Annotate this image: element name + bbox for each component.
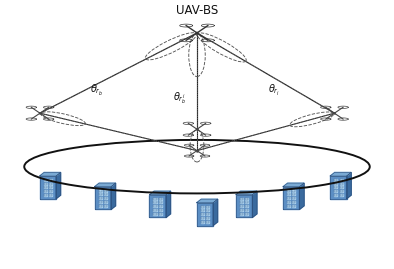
Polygon shape	[292, 197, 296, 199]
Polygon shape	[201, 217, 204, 219]
Polygon shape	[154, 213, 156, 215]
Polygon shape	[95, 183, 115, 187]
Polygon shape	[240, 209, 243, 211]
Polygon shape	[56, 172, 61, 199]
Polygon shape	[49, 186, 52, 189]
Polygon shape	[340, 179, 343, 181]
Polygon shape	[98, 189, 102, 192]
Polygon shape	[292, 201, 296, 203]
Polygon shape	[201, 206, 204, 208]
Polygon shape	[98, 201, 102, 203]
Polygon shape	[340, 190, 343, 192]
Polygon shape	[340, 194, 343, 196]
Polygon shape	[39, 176, 56, 199]
Polygon shape	[201, 209, 204, 211]
Polygon shape	[206, 213, 209, 215]
Polygon shape	[159, 197, 162, 200]
Polygon shape	[292, 193, 296, 195]
Polygon shape	[245, 213, 248, 215]
Polygon shape	[236, 195, 253, 218]
Polygon shape	[159, 209, 162, 211]
Polygon shape	[340, 186, 343, 189]
Polygon shape	[283, 183, 304, 187]
Polygon shape	[154, 197, 156, 200]
Polygon shape	[240, 201, 243, 203]
Polygon shape	[213, 199, 218, 225]
Polygon shape	[245, 205, 248, 207]
Polygon shape	[287, 197, 290, 199]
Polygon shape	[240, 213, 243, 215]
Polygon shape	[44, 186, 46, 189]
Polygon shape	[334, 186, 337, 189]
Polygon shape	[154, 201, 156, 203]
Polygon shape	[111, 183, 115, 210]
Polygon shape	[49, 194, 52, 196]
Polygon shape	[104, 197, 107, 199]
Polygon shape	[287, 205, 290, 207]
Polygon shape	[347, 172, 351, 199]
Polygon shape	[104, 193, 107, 195]
Polygon shape	[287, 193, 290, 195]
Polygon shape	[44, 190, 46, 192]
Polygon shape	[159, 201, 162, 203]
Polygon shape	[149, 195, 166, 218]
Polygon shape	[104, 189, 107, 192]
Polygon shape	[39, 172, 61, 176]
Polygon shape	[159, 213, 162, 215]
Polygon shape	[206, 206, 209, 208]
Polygon shape	[240, 205, 243, 207]
Polygon shape	[334, 190, 337, 192]
Polygon shape	[44, 194, 46, 196]
Polygon shape	[104, 201, 107, 203]
Polygon shape	[95, 187, 111, 210]
Polygon shape	[287, 201, 290, 203]
Text: $\theta_{r_i}$: $\theta_{r_i}$	[268, 83, 280, 98]
Polygon shape	[154, 209, 156, 211]
Polygon shape	[340, 183, 343, 185]
Polygon shape	[236, 191, 257, 195]
Polygon shape	[292, 205, 296, 207]
Polygon shape	[245, 209, 248, 211]
Polygon shape	[206, 221, 209, 223]
Polygon shape	[154, 205, 156, 207]
Polygon shape	[206, 217, 209, 219]
Polygon shape	[330, 176, 347, 199]
Polygon shape	[104, 205, 107, 207]
Polygon shape	[149, 191, 171, 195]
Polygon shape	[197, 199, 218, 203]
Polygon shape	[283, 187, 299, 210]
Polygon shape	[201, 213, 204, 215]
Polygon shape	[206, 209, 209, 211]
Polygon shape	[253, 191, 257, 218]
Polygon shape	[197, 203, 213, 225]
Polygon shape	[49, 190, 52, 192]
Polygon shape	[44, 179, 46, 181]
Polygon shape	[49, 179, 52, 181]
Polygon shape	[292, 189, 296, 192]
Polygon shape	[44, 183, 46, 185]
Polygon shape	[201, 221, 204, 223]
Polygon shape	[334, 179, 337, 181]
Text: $\theta_{r_b}$: $\theta_{r_b}$	[90, 83, 104, 98]
Polygon shape	[299, 183, 304, 210]
Polygon shape	[98, 193, 102, 195]
Polygon shape	[49, 183, 52, 185]
Polygon shape	[166, 191, 171, 218]
Polygon shape	[330, 172, 351, 176]
Polygon shape	[159, 205, 162, 207]
Polygon shape	[240, 197, 243, 200]
Polygon shape	[98, 205, 102, 207]
Polygon shape	[334, 183, 337, 185]
Polygon shape	[287, 189, 290, 192]
Polygon shape	[334, 194, 337, 196]
Polygon shape	[245, 201, 248, 203]
Polygon shape	[245, 197, 248, 200]
Polygon shape	[98, 197, 102, 199]
Text: UAV-BS: UAV-BS	[176, 4, 218, 17]
Text: $\theta_{r_b^i}$: $\theta_{r_b^i}$	[173, 91, 186, 107]
